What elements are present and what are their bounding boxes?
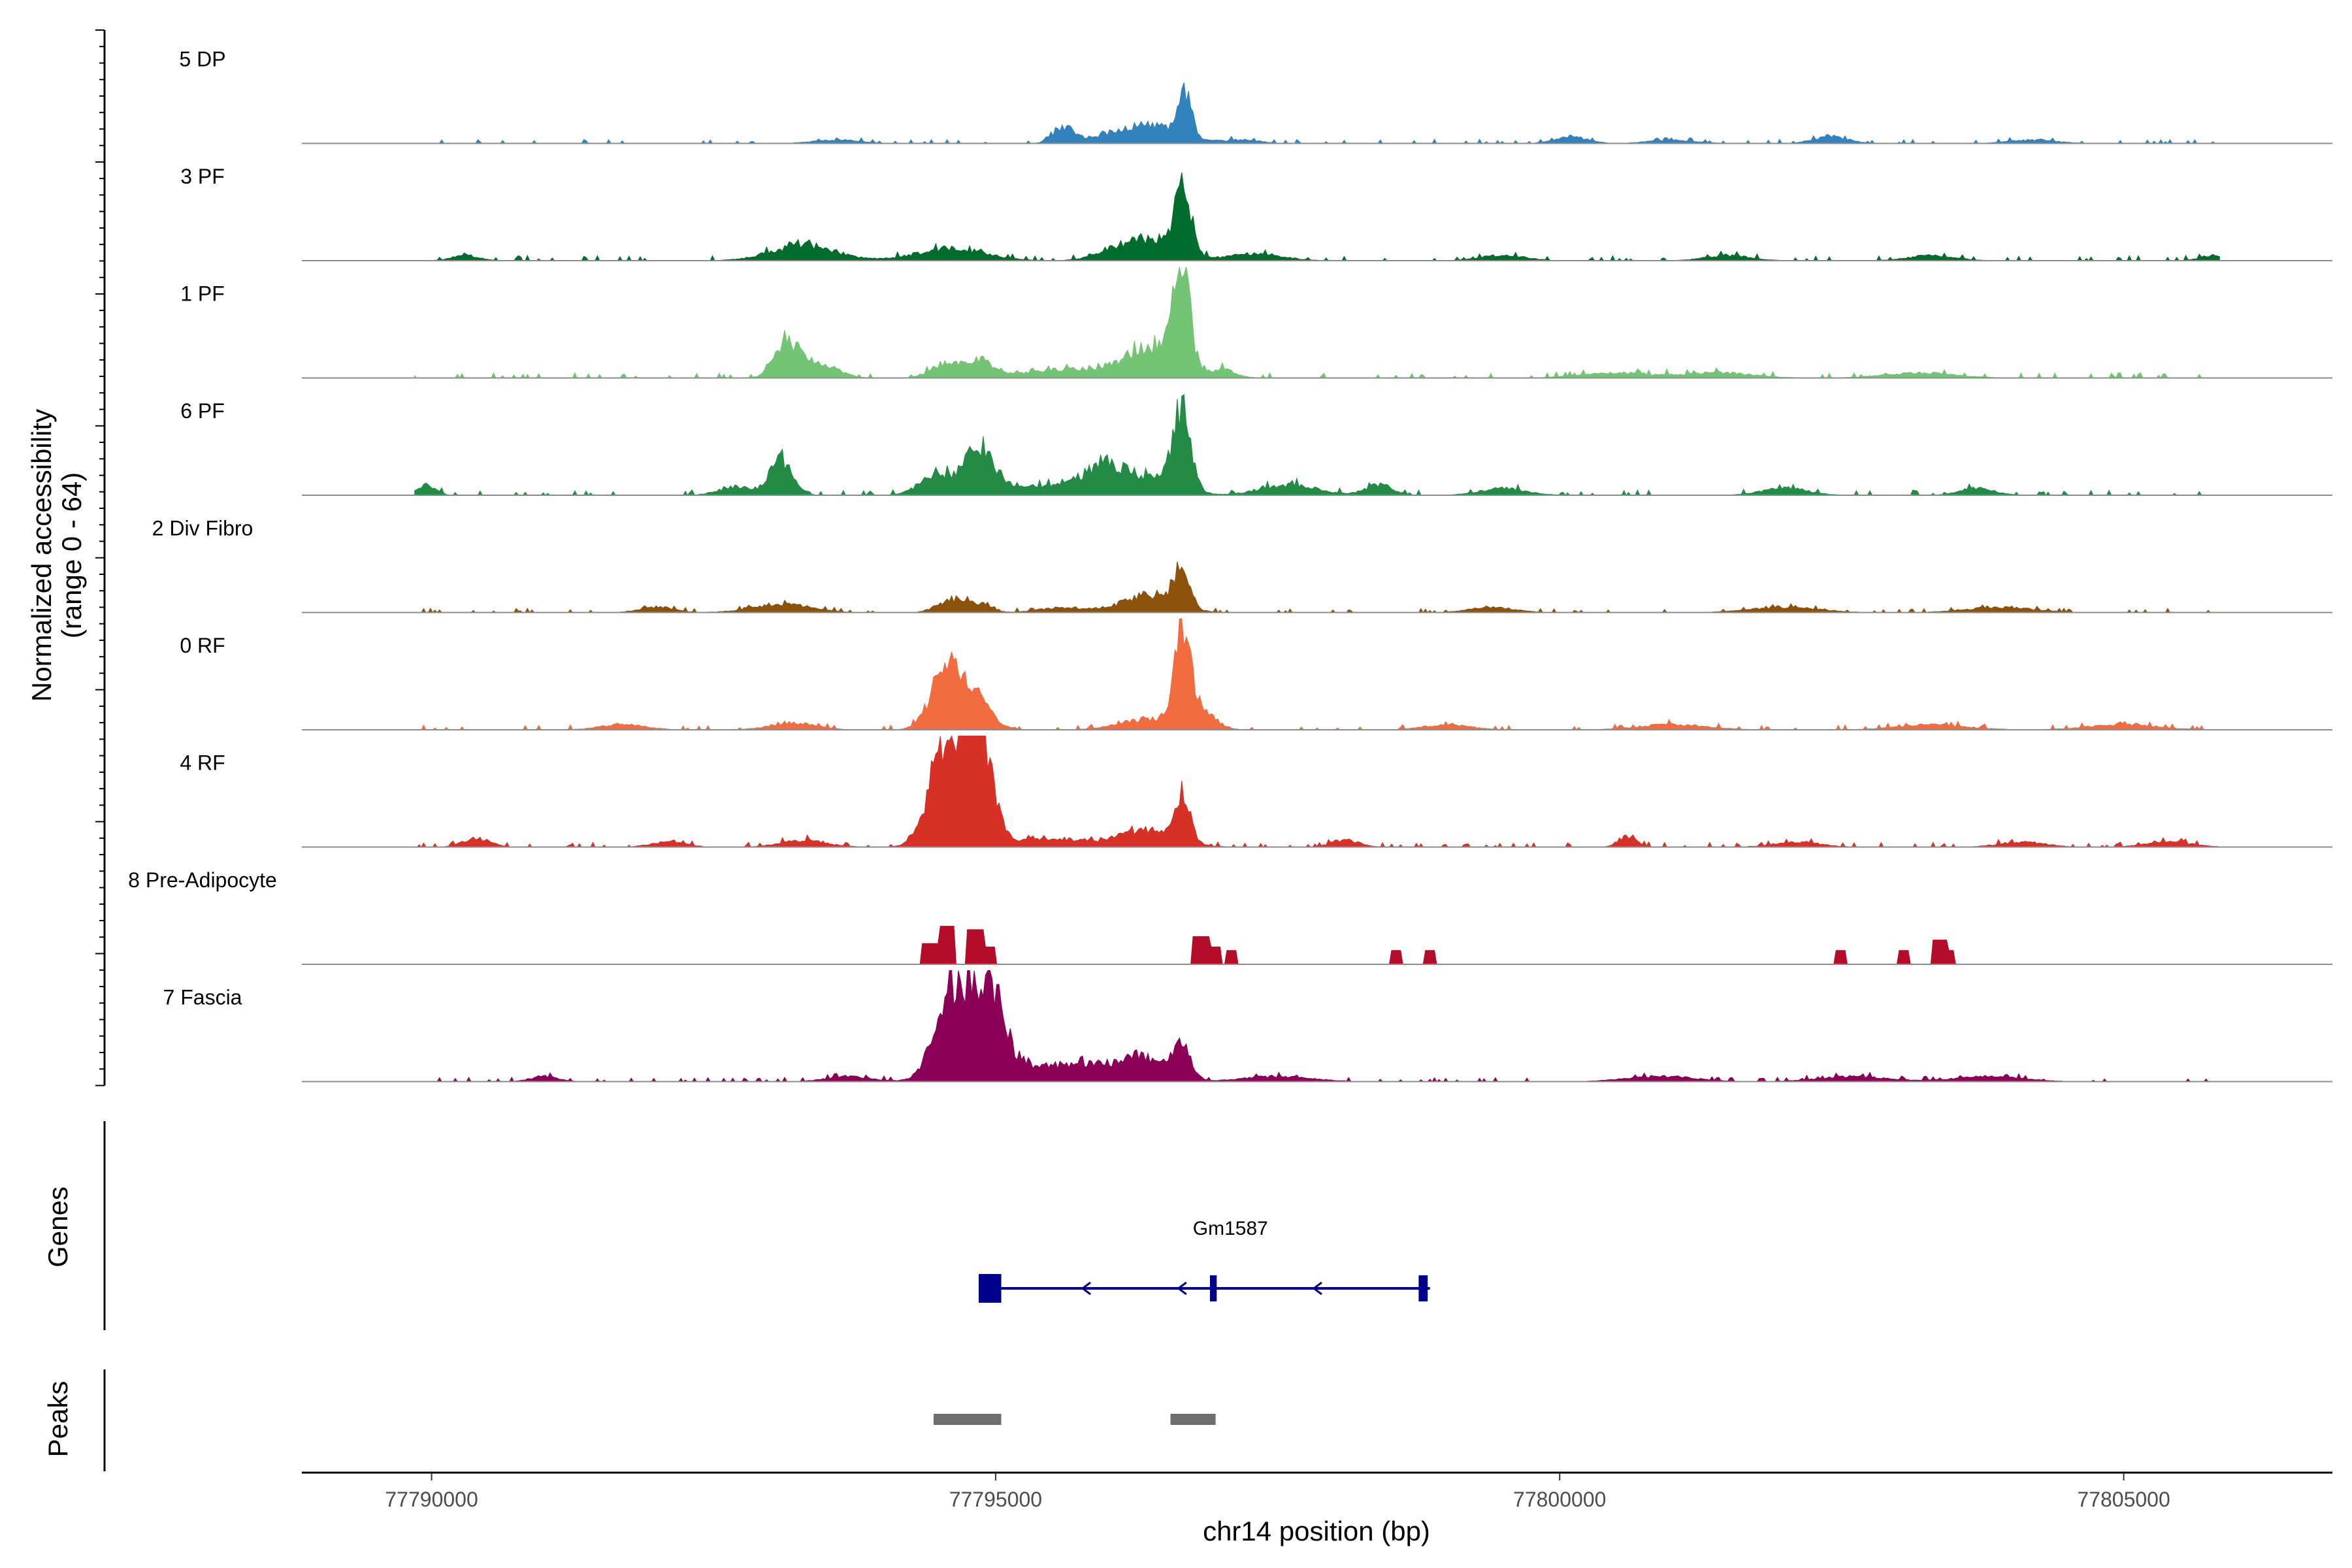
coverage-area-1-pf (414, 267, 2220, 379)
y-axis-title-line2: (range 0 - 64) (56, 472, 87, 638)
coverage-tracks: 5 DP 3 PF 1 PF 6 PF 2 Div Fibro 0 RF 4 RF 8 Pre… (128, 48, 2332, 1083)
track-8-pre-adipocyte: 8 Pre-Adipocyte (128, 868, 2332, 965)
strand-arrow (1081, 1281, 1091, 1296)
track-6-pf: 6 PF (180, 394, 2332, 496)
genes-track: Gm1587 (103, 1121, 1430, 1330)
x-tick-label: 77795000 (949, 1488, 1042, 1511)
x-tick-label: 77805000 (2077, 1488, 2170, 1511)
track-4-rf: 4 RF (180, 735, 2332, 848)
track-7-fascia: 7 Fascia (163, 970, 2332, 1083)
track-label: 4 RF (180, 751, 225, 775)
track-label: 8 Pre-Adipocyte (128, 868, 277, 892)
strand-arrow (1177, 1281, 1187, 1296)
coverage-area-7-fascia (414, 970, 2220, 1083)
gene-exon (1209, 1275, 1217, 1301)
track-label: 1 PF (180, 282, 225, 306)
track-label: 6 PF (180, 399, 225, 423)
strand-arrow (1312, 1281, 1322, 1296)
coverage-area-3-pf (414, 172, 2220, 261)
track-label: 5 DP (179, 48, 225, 71)
track-label: 2 Div Fibro (152, 517, 253, 540)
x-axis: 77790000 77795000 77800000 77805000 (302, 1471, 2332, 1511)
coverage-area-0-rf (414, 618, 2220, 730)
gene-exon (1418, 1275, 1428, 1301)
x-axis-title: chr14 position (bp) (1203, 1516, 1430, 1546)
track-3-pf: 3 PF (180, 165, 2332, 261)
x-tick-label: 77800000 (1513, 1488, 1606, 1511)
peaks-track (103, 1369, 1216, 1471)
peak-interval (933, 1414, 1002, 1425)
peak-interval (1170, 1414, 1216, 1425)
track-label: 3 PF (180, 165, 225, 188)
track-1-pf: 1 PF (180, 267, 2332, 379)
y-axis (95, 29, 106, 1086)
y-axis-title-line1: Normalized accessibility (26, 409, 57, 702)
gene-exon (979, 1274, 1002, 1303)
track-2-div-fibro: 2 Div Fibro (152, 517, 2332, 613)
track-5-dp: 5 DP (179, 48, 2332, 144)
genes-track-title: Genes (42, 1186, 73, 1267)
gene-label: Gm1587 (1193, 1218, 1268, 1239)
track-label: 7 Fascia (163, 986, 242, 1009)
coverage-area-4-rf (414, 735, 2220, 848)
coverage-area-5-dp (414, 82, 2220, 144)
peaks-track-title: Peaks (42, 1381, 73, 1458)
track-0-rf: 0 RF (180, 618, 2332, 730)
coverage-area-8-pre-adipocyte (414, 926, 2220, 965)
track-label: 0 RF (180, 634, 225, 657)
coverage-area-6-pf (414, 394, 2220, 496)
coverage-area-2-div-fibro (414, 561, 2220, 613)
x-tick-label: 77790000 (385, 1488, 478, 1511)
